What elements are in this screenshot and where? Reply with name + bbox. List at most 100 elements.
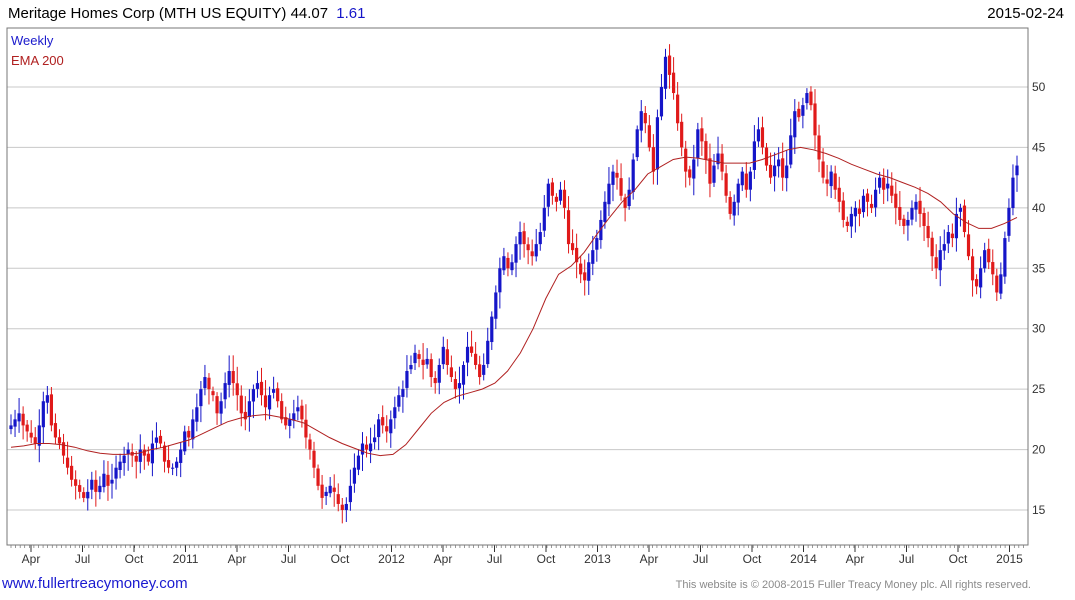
candle-body bbox=[340, 504, 344, 510]
candle-body bbox=[223, 383, 227, 400]
candle-body bbox=[869, 203, 874, 208]
x-tick-label: Apr bbox=[846, 552, 865, 566]
candle-body bbox=[942, 244, 946, 251]
candle-body bbox=[110, 479, 114, 484]
candle-body bbox=[17, 413, 21, 422]
candle-body bbox=[946, 232, 950, 244]
candle-body bbox=[546, 183, 550, 207]
x-tick-label: Apr bbox=[22, 552, 41, 566]
candle-body bbox=[449, 367, 453, 378]
candle-body bbox=[506, 257, 510, 269]
candle-body bbox=[45, 395, 49, 403]
candle-body bbox=[983, 250, 987, 269]
candle-body bbox=[962, 205, 967, 233]
candle-body bbox=[175, 461, 179, 468]
y-tick-label: 30 bbox=[1032, 322, 1046, 336]
candle-body bbox=[809, 91, 813, 106]
candle-body bbox=[348, 485, 352, 503]
candle-body bbox=[207, 377, 211, 390]
candle-body bbox=[461, 364, 466, 385]
candle-body bbox=[890, 185, 894, 196]
candle-body bbox=[457, 383, 462, 389]
candle-body bbox=[9, 425, 13, 430]
ema-200-line bbox=[10, 146, 1018, 457]
candles bbox=[9, 44, 1019, 524]
candle-body bbox=[74, 479, 78, 486]
candle-body bbox=[328, 485, 332, 494]
candle-body bbox=[550, 182, 554, 196]
candle-body bbox=[227, 371, 231, 385]
candle-body bbox=[300, 405, 304, 420]
candlestick-chart: 15 20 25 30 35 40 45 50 Apr Jul Oct 2011 Apr Jul Oct 2… bbox=[6, 27, 1046, 566]
candle-body bbox=[215, 396, 219, 414]
candle-body bbox=[587, 262, 591, 281]
candle-body bbox=[748, 171, 752, 190]
candle-body bbox=[958, 207, 963, 212]
candle-body bbox=[425, 358, 429, 365]
candle-body bbox=[106, 474, 110, 486]
candle-body bbox=[373, 437, 377, 443]
candle-body bbox=[732, 201, 736, 216]
candle-body bbox=[360, 443, 365, 455]
candle-body bbox=[134, 455, 138, 462]
candle-body bbox=[805, 93, 809, 104]
candle-body bbox=[752, 141, 756, 170]
candle-body bbox=[663, 56, 668, 89]
plot-frame bbox=[6, 27, 1029, 546]
candle-body bbox=[433, 377, 437, 384]
candle-body bbox=[554, 196, 559, 202]
candle-body bbox=[292, 413, 296, 421]
candle-body bbox=[142, 449, 146, 456]
candle-body bbox=[667, 55, 672, 75]
candle-body bbox=[195, 407, 199, 422]
candle-body bbox=[478, 364, 482, 378]
candle-body bbox=[651, 147, 655, 172]
candle-body bbox=[57, 437, 62, 444]
candle-body bbox=[490, 316, 494, 343]
x-tick-label: Apr bbox=[228, 552, 247, 566]
website-link[interactable]: www.fullertreacymoney.com bbox=[2, 575, 188, 592]
candle-body bbox=[393, 407, 397, 419]
candle-body bbox=[688, 169, 692, 178]
candle-body bbox=[312, 450, 316, 468]
y-tick-label: 25 bbox=[1032, 382, 1046, 396]
candle-body bbox=[918, 200, 922, 214]
candle-body bbox=[777, 159, 781, 167]
candle-body bbox=[171, 467, 175, 469]
candle-body bbox=[405, 371, 409, 388]
security-name: Meritage Homes Corp (MTH US EQUITY) bbox=[8, 5, 287, 22]
candle-body bbox=[417, 354, 421, 359]
candle-body bbox=[474, 353, 478, 365]
candle-body bbox=[712, 165, 716, 183]
candle-body bbox=[538, 232, 542, 245]
candle-body bbox=[409, 364, 413, 370]
candle-body bbox=[772, 165, 777, 177]
x-tick-label: Apr bbox=[434, 552, 453, 566]
candle-body bbox=[950, 233, 954, 239]
candle-body bbox=[970, 256, 975, 281]
candle-body bbox=[494, 292, 498, 319]
candle-body bbox=[377, 419, 381, 438]
candle-body bbox=[288, 419, 292, 426]
candle-body bbox=[235, 383, 239, 396]
candle-body bbox=[700, 128, 704, 142]
candle-body bbox=[530, 251, 534, 257]
candle-body bbox=[671, 72, 676, 94]
x-tick-label: Oct bbox=[125, 552, 144, 566]
candle-body bbox=[607, 183, 611, 205]
candle-body bbox=[158, 435, 163, 444]
candle-body bbox=[203, 377, 207, 389]
legend-ema-200: EMA 200 bbox=[11, 53, 64, 68]
candle-body bbox=[86, 491, 90, 499]
chart-date: 2015-02-24 bbox=[987, 5, 1064, 22]
candle-body bbox=[894, 193, 898, 208]
candle-body bbox=[118, 461, 122, 471]
gridlines bbox=[7, 86, 1028, 511]
candle-body bbox=[251, 389, 256, 402]
candle-body bbox=[150, 443, 155, 464]
candle-body bbox=[789, 135, 793, 165]
candle-body bbox=[898, 207, 902, 220]
candle-body bbox=[639, 111, 643, 131]
x-axis-labels: Apr Jul Oct 2011 Apr Jul Oct 2012 Apr Jul Oct 2013 A… bbox=[22, 552, 1024, 566]
x-tick-label: 2011 bbox=[173, 552, 199, 566]
